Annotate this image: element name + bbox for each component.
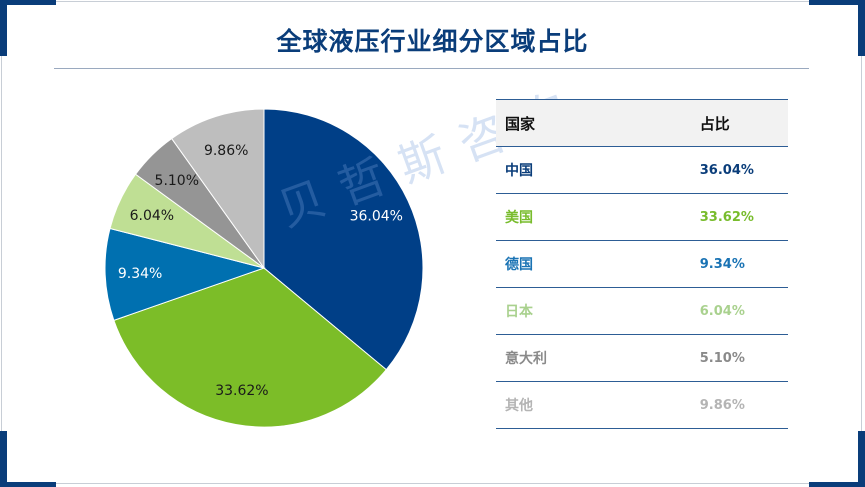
share-table: 国家 占比 中国 36.04% 美国 33.62% 德国 9.34% 日本 6.04% 意大利 5… bbox=[496, 99, 788, 429]
corner-accent-top-right-h bbox=[809, 0, 865, 5]
share-cell: 5.10% bbox=[555, 334, 788, 382]
country-cell: 意大利 bbox=[496, 334, 556, 382]
share-cell: 33.62% bbox=[555, 193, 788, 241]
table-row: 美国 33.62% bbox=[496, 193, 788, 241]
corner-accent-top-left-v bbox=[0, 0, 7, 56]
table-row: 德国 9.34% bbox=[496, 240, 788, 288]
pie-data-label: 9.34% bbox=[118, 266, 162, 282]
pie-data-label: 5.10% bbox=[155, 173, 199, 189]
page-title: 全球液压行业细分区域占比 bbox=[276, 27, 589, 56]
pie-slice bbox=[104, 227, 266, 321]
corner-accent-bottom-left-h bbox=[0, 482, 56, 487]
corner-accent-top-right-v bbox=[858, 0, 865, 56]
table-row: 意大利 5.10% bbox=[496, 334, 788, 382]
table-row: 日本 6.04% bbox=[496, 287, 788, 335]
country-cell: 美国 bbox=[496, 193, 556, 241]
table-row: 其他 9.86% bbox=[496, 381, 788, 429]
country-cell: 德国 bbox=[496, 240, 556, 288]
corner-accent-bottom-left-v bbox=[0, 431, 7, 487]
table-row: 中国 36.04% bbox=[496, 146, 788, 194]
corner-accent-bottom-right-v bbox=[858, 431, 865, 487]
pie-data-label: 36.04% bbox=[350, 208, 403, 224]
pie-data-label: 9.86% bbox=[204, 143, 248, 159]
pie-slice bbox=[113, 267, 387, 428]
corner-accent-bottom-right-h bbox=[809, 482, 865, 487]
country-cell: 中国 bbox=[496, 146, 556, 194]
share-cell: 36.04% bbox=[555, 146, 788, 194]
pie-slice bbox=[170, 108, 265, 270]
country-cell: 日本 bbox=[496, 287, 556, 335]
share-table-header-row: 国家 占比 bbox=[496, 99, 788, 147]
pie-data-label: 33.62% bbox=[215, 383, 268, 399]
pie-slice bbox=[263, 108, 424, 371]
share-cell: 6.04% bbox=[555, 287, 788, 335]
share-cell: 9.34% bbox=[555, 240, 788, 288]
header-country: 国家 bbox=[496, 99, 556, 147]
pie-data-label: 6.04% bbox=[130, 208, 174, 224]
country-cell: 其他 bbox=[496, 381, 556, 429]
corner-accent-top-left-h bbox=[0, 0, 56, 5]
share-cell: 9.86% bbox=[555, 381, 788, 429]
title-divider bbox=[54, 68, 809, 69]
header-share: 占比 bbox=[555, 99, 788, 147]
